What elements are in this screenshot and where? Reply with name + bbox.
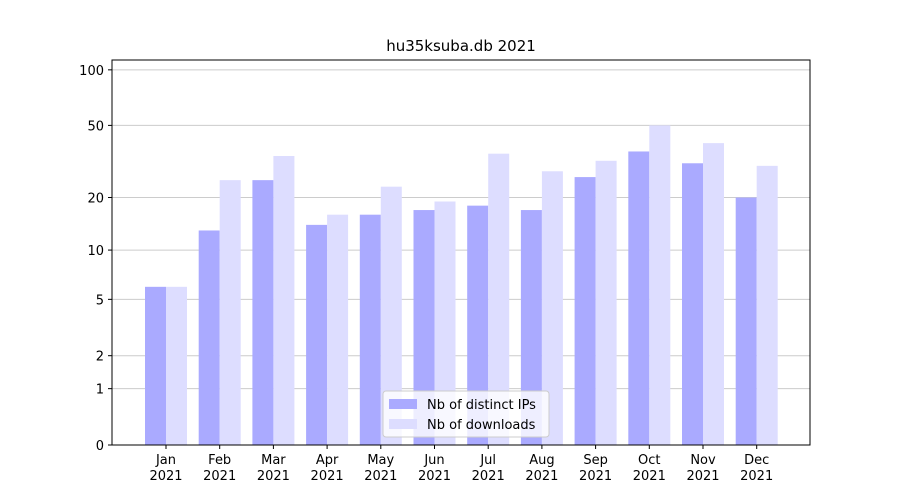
- y-tick-label: 0: [96, 439, 104, 454]
- y-tick-label: 20: [87, 192, 104, 207]
- y-tick-label: 50: [87, 119, 104, 134]
- bar: [434, 201, 456, 445]
- x-tick-label: Jan 2021: [149, 453, 183, 484]
- bar: [413, 210, 435, 445]
- bar: [145, 286, 166, 445]
- legend-label: Nb of downloads: [427, 418, 536, 433]
- x-tick-label: Feb 2021: [203, 453, 237, 484]
- y-tick-label: 1: [96, 383, 104, 398]
- y-tick-label: 2: [96, 350, 104, 365]
- x-tick-label: Sep 2021: [579, 453, 613, 484]
- bar: [327, 214, 349, 445]
- bar: [595, 160, 617, 445]
- legend-swatch: [389, 419, 417, 429]
- bar: [628, 151, 650, 446]
- x-tick-label: Dec 2021: [740, 453, 774, 484]
- y-tick-label: 5: [96, 293, 104, 308]
- bar: [359, 214, 381, 445]
- bar: [541, 171, 563, 445]
- x-tick-label: Aug 2021: [525, 453, 559, 484]
- bar: [166, 286, 187, 445]
- bar: [467, 205, 489, 445]
- x-tick-label: May 2021: [364, 453, 398, 484]
- bar: [703, 143, 724, 445]
- chart-title: hu35ksuba.db 2021: [386, 37, 536, 55]
- bar: [273, 155, 295, 446]
- bar: [380, 186, 402, 446]
- x-tick-label: Nov 2021: [686, 453, 720, 484]
- legend-swatch: [389, 399, 417, 409]
- bar: [306, 224, 328, 445]
- bar: [520, 210, 542, 445]
- bar: [649, 125, 671, 445]
- legend-box: [382, 390, 550, 438]
- legend-label: Nb of distinct IPs: [427, 398, 536, 413]
- bar: [219, 180, 241, 445]
- legend: Nb of distinct IPs Nb of downloads: [382, 390, 550, 438]
- bar: [488, 153, 510, 446]
- bar: [574, 177, 596, 445]
- bar: [682, 163, 703, 445]
- bar: [252, 180, 274, 445]
- bar: [756, 165, 778, 445]
- x-tick-label: Oct 2021: [632, 453, 666, 484]
- x-tick-label: Jun 2021: [417, 453, 452, 484]
- x-tick-label: Apr 2021: [310, 453, 344, 484]
- y-tick-label: 100: [79, 64, 104, 79]
- x-tick-label: Mar 2021: [256, 453, 290, 484]
- bar: [735, 197, 757, 445]
- plot-frame: [111, 59, 811, 446]
- y-tick-label: 10: [87, 244, 104, 259]
- bar: [198, 230, 220, 445]
- x-tick-label: Jul 2021: [471, 453, 505, 484]
